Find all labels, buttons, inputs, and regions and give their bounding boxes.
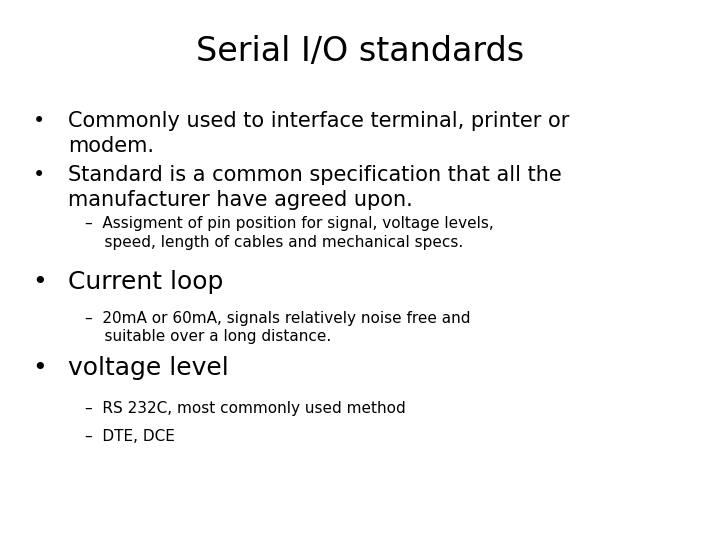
Text: –  RS 232C, most commonly used method: – RS 232C, most commonly used method xyxy=(85,401,405,416)
Text: voltage level: voltage level xyxy=(68,356,229,380)
Text: •: • xyxy=(32,270,47,294)
Text: –  Assigment of pin position for signal, voltage levels,
    speed, length of ca: – Assigment of pin position for signal, … xyxy=(85,216,494,249)
Text: •: • xyxy=(32,165,45,185)
Text: Commonly used to interface terminal, printer or
modem.: Commonly used to interface terminal, pri… xyxy=(68,111,570,156)
Text: Serial I/O standards: Serial I/O standards xyxy=(196,35,524,68)
Text: •: • xyxy=(32,111,45,131)
Text: •: • xyxy=(32,356,47,380)
Text: –  DTE, DCE: – DTE, DCE xyxy=(85,429,175,444)
Text: –  20mA or 60mA, signals relatively noise free and
    suitable over a long dist: – 20mA or 60mA, signals relatively noise… xyxy=(85,310,470,344)
Text: Standard is a common specification that all the
manufacturer have agreed upon.: Standard is a common specification that … xyxy=(68,165,562,210)
Text: Current loop: Current loop xyxy=(68,270,224,294)
